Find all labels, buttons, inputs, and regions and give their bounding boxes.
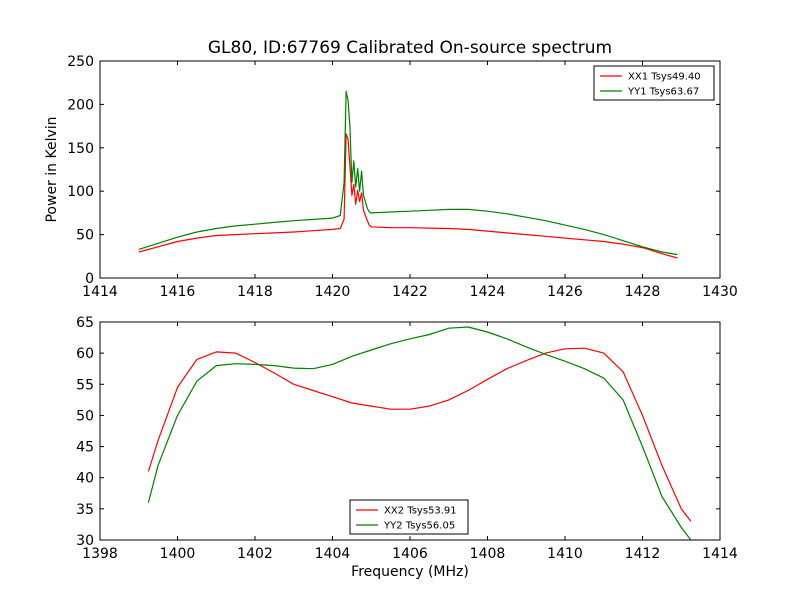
series-line-red [138, 133, 678, 259]
x-tick-label: 1414 [702, 546, 738, 562]
legend-box [593, 65, 715, 101]
x-tick-label: 1424 [470, 284, 506, 300]
series-line-red [147, 347, 692, 522]
x-tick-label: 1408 [470, 546, 506, 562]
y-tick-label: 50 [76, 228, 94, 244]
legend-box [349, 499, 469, 535]
y-tick-label: 250 [67, 54, 94, 70]
series-line-green [147, 326, 692, 540]
legend: XX1 Tsys49.40 YY1 Tsys63.67 [593, 65, 715, 101]
legend-label: YY1 Tsys63.67 [627, 87, 699, 98]
x-tick-label: 1430 [702, 284, 738, 300]
x-tick-label: 1402 [237, 546, 273, 562]
x-tick-label: 1414 [82, 284, 118, 300]
x-tick-label: 1420 [315, 284, 351, 300]
y-tick-label: 55 [76, 377, 94, 393]
y-tick-label: 40 [76, 471, 94, 487]
y-tick-label: 65 [76, 315, 94, 331]
y-tick-label: 35 [76, 502, 94, 518]
x-tick-label: 1426 [547, 284, 583, 300]
legend-label: YY2 Tsys56.05 [383, 521, 455, 532]
x-axis-label: Frequency (MHz) [351, 564, 469, 580]
series-line-green [138, 90, 678, 256]
y-tick-label: 45 [76, 440, 94, 456]
y-tick-label: 0 [85, 271, 94, 287]
legend-label: XX1 Tsys49.40 [628, 72, 701, 83]
x-tick-label: 1428 [625, 284, 661, 300]
y-axis-label: Power in Kelvin [44, 116, 60, 222]
x-tick-label: 1400 [160, 546, 196, 562]
y-tick-label: 50 [76, 408, 94, 424]
top-plot: 1414 1416 1418 1420 1422 1424 1426 1428 1430 0 50 1… [44, 54, 738, 300]
bottom-plot: 1398 1400 1402 1404 1406 1408 1410 1412 1414 30 35… [76, 315, 738, 580]
y-tick-label: 30 [76, 533, 94, 549]
y-tick-label: 100 [67, 184, 94, 200]
series-group [147, 326, 692, 540]
legend-label: XX2 Tsys53.91 [384, 506, 457, 517]
series-group [138, 90, 678, 259]
x-tick-label: 1404 [315, 546, 351, 562]
y-tick-label: 200 [67, 97, 94, 113]
y-tick-label: 150 [67, 141, 94, 157]
x-tick-label: 1410 [547, 546, 583, 562]
legend: XX2 Tsys53.91 YY2 Tsys56.05 [349, 499, 469, 535]
x-tick-label: 1422 [392, 284, 428, 300]
x-tick-label: 1398 [82, 546, 118, 562]
y-tick-label: 60 [76, 346, 94, 362]
x-tick-label: 1418 [237, 284, 273, 300]
x-tick-label: 1406 [392, 546, 428, 562]
x-tick-label: 1416 [160, 284, 196, 300]
x-tick-label: 1412 [625, 546, 661, 562]
figure-title: GL80, ID:67769 Calibrated On-source spec… [208, 38, 612, 58]
